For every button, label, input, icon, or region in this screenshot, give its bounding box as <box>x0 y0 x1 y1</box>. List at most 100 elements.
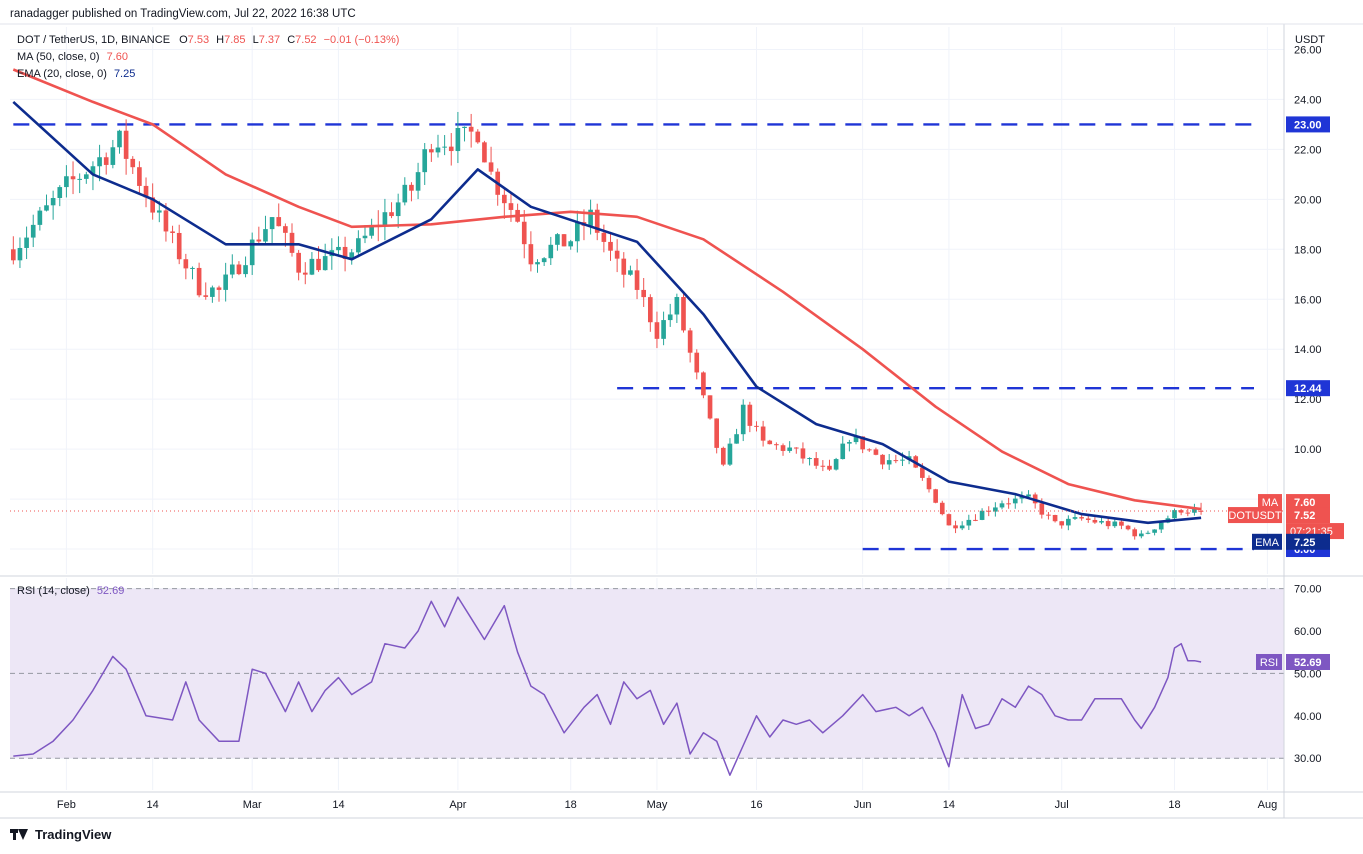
candle-body <box>103 157 109 165</box>
candle-body <box>979 510 985 520</box>
candle-body <box>442 146 447 148</box>
candle-body <box>143 185 149 198</box>
candle-body <box>667 314 673 321</box>
candle-body <box>389 212 394 217</box>
candle-body <box>263 229 268 242</box>
price-tag-value: 7.52 <box>1294 510 1315 522</box>
ma-tag-label: MA <box>1262 497 1279 509</box>
candle-body <box>402 184 408 203</box>
candle-body <box>283 226 288 233</box>
candle-body <box>840 443 846 460</box>
candle-body <box>760 426 766 441</box>
candle-body <box>939 502 945 515</box>
candle-body <box>163 210 169 232</box>
candle-body <box>767 440 773 445</box>
candle-body <box>336 246 341 251</box>
candle-body <box>1072 517 1078 519</box>
candle-body <box>249 239 255 266</box>
candle-body <box>1158 522 1164 530</box>
candle-body <box>681 297 686 331</box>
rsi-legend[interactable]: RSI (14, close) 52.69 <box>17 585 124 597</box>
candle-body <box>1006 503 1011 505</box>
close-label: C <box>287 34 296 46</box>
low-value: 7.37 <box>258 34 281 46</box>
rsi-tag-label: RSI <box>1260 657 1278 669</box>
candle-body <box>409 184 414 191</box>
time-tick-label: 14 <box>147 799 159 811</box>
rsi-tick-label: 60.00 <box>1294 626 1322 638</box>
candle-body <box>1132 529 1138 537</box>
ema-tag-label-box <box>1252 533 1282 550</box>
candle-body <box>229 264 235 275</box>
candle-body <box>993 507 998 512</box>
ma-tag-value: 7.60 <box>1294 497 1315 509</box>
candle-body <box>1066 518 1071 526</box>
ma-tag-value-box <box>1286 494 1330 511</box>
candle-body <box>986 510 992 512</box>
candle-body <box>462 126 467 129</box>
candle-body <box>641 289 647 298</box>
candle-body <box>1085 518 1091 520</box>
candle-body <box>97 157 102 167</box>
candle-body <box>694 352 700 373</box>
price-tick-label: 22.00 <box>1294 144 1322 156</box>
candle-body <box>302 272 308 275</box>
candle-body <box>820 465 826 467</box>
price-tick-label: 12.00 <box>1294 394 1322 406</box>
candle-body <box>920 467 925 478</box>
level-tag-box <box>1286 380 1330 397</box>
candle-body <box>183 259 189 269</box>
candle-body <box>1052 514 1058 522</box>
candle-body <box>946 514 952 526</box>
candle-body <box>866 449 872 451</box>
candle-body <box>369 224 374 236</box>
tradingview-logo[interactable]: TradingView <box>10 827 111 842</box>
candle-body <box>787 447 792 451</box>
candle-body <box>1026 494 1031 497</box>
candle-body <box>628 270 633 275</box>
candle-body <box>10 249 16 261</box>
candle-body <box>508 203 514 210</box>
candle-body <box>448 146 454 152</box>
candle-body <box>1172 510 1177 519</box>
candle-body <box>216 287 222 290</box>
candle-body <box>548 244 554 259</box>
candle-body <box>1185 512 1191 514</box>
candle-body <box>455 128 461 152</box>
time-tick-label: Feb <box>57 799 76 811</box>
candle-body <box>555 234 560 245</box>
candle-body <box>1145 532 1151 534</box>
high-label: H <box>216 34 225 46</box>
candle-body <box>356 238 361 253</box>
tradingview-brand: TradingView <box>35 827 112 842</box>
ema-tag-value-box <box>1286 533 1330 550</box>
candle-body <box>170 231 175 233</box>
candle-body <box>309 258 315 275</box>
candle-body <box>90 166 96 175</box>
candle-body <box>853 436 859 443</box>
candle-body <box>1198 510 1204 512</box>
candle-body <box>860 436 865 450</box>
candle-body <box>740 404 746 435</box>
ema-legend[interactable]: EMA (20, close, 0) 7.25 <box>17 68 135 80</box>
candle-body <box>800 448 806 459</box>
ma-legend-value: 7.60 <box>106 51 129 63</box>
ma-legend[interactable]: MA (50, close, 0) 7.60 <box>17 51 128 63</box>
level-tag-box <box>1286 116 1330 133</box>
candle-body <box>37 210 43 225</box>
rsi-legend-label: RSI (14, close) <box>17 585 90 597</box>
candle-body <box>1112 521 1118 527</box>
candle-body <box>256 239 262 242</box>
candle-body <box>621 258 627 275</box>
candle-body <box>150 197 155 213</box>
candle-body <box>714 418 719 448</box>
candle-body <box>1012 498 1018 504</box>
candle-body <box>190 267 195 269</box>
time-tick-label: Jul <box>1055 799 1069 811</box>
candle-body <box>521 221 527 245</box>
candle-body <box>873 449 879 455</box>
candle-body <box>674 297 680 315</box>
price-tag-label-box <box>1228 507 1282 524</box>
ma-tag-label-box <box>1258 494 1282 511</box>
